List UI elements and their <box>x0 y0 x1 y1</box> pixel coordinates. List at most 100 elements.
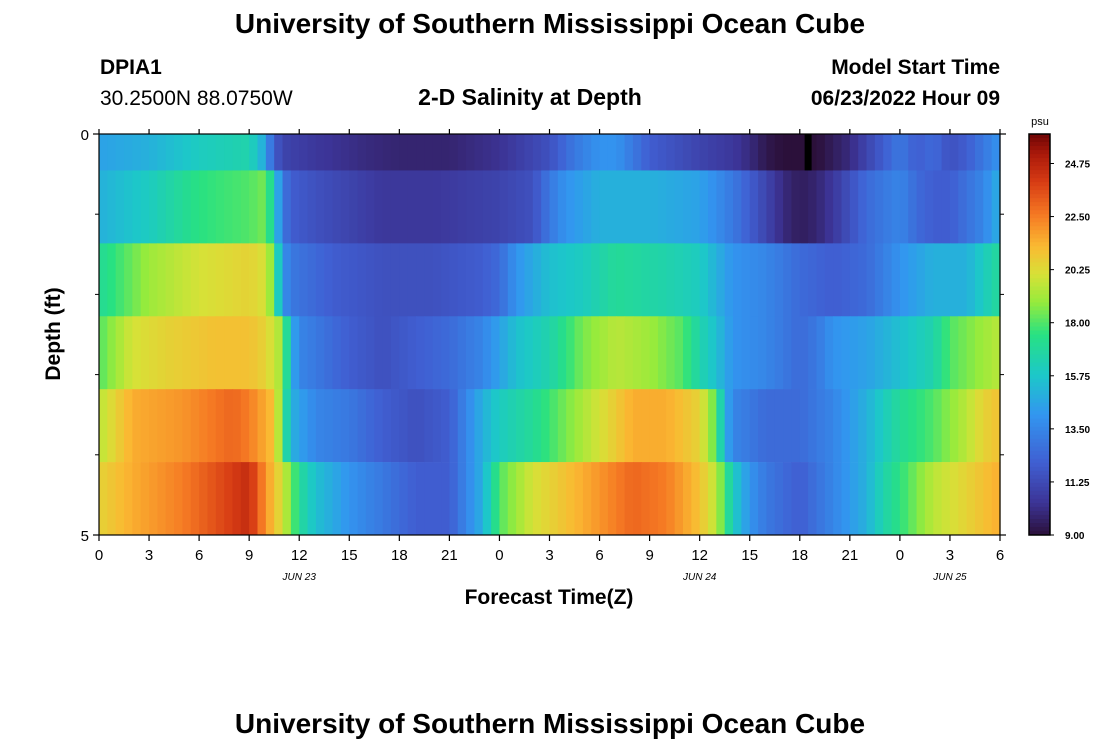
heatmap-cell <box>933 243 943 317</box>
colorbar-segment <box>1029 286 1050 291</box>
colorbar-segment <box>1029 150 1050 155</box>
heatmap-cell <box>499 389 509 463</box>
heatmap-cell <box>949 316 959 390</box>
heatmap-cell <box>616 134 626 171</box>
heatmap-cell <box>532 134 542 171</box>
colorbar-segment <box>1029 370 1050 376</box>
heatmap-cell <box>416 389 425 463</box>
heatmap-cell <box>682 389 692 463</box>
heatmap-cell <box>365 462 375 536</box>
heatmap-cell <box>908 389 918 463</box>
x-tick-label: 3 <box>545 547 553 564</box>
heatmap-cell <box>866 170 876 244</box>
x-tick-label: 12 <box>691 547 708 564</box>
heatmap-cell <box>616 243 626 317</box>
heatmap-cell <box>115 462 125 536</box>
heatmap-cell <box>149 243 158 317</box>
heatmap-cell <box>708 170 717 244</box>
heatmap-cell <box>215 243 225 317</box>
heatmap-cell <box>824 462 834 536</box>
heatmap-cell <box>841 170 851 244</box>
heatmap-cell <box>674 134 684 171</box>
colorbar-segment <box>1029 182 1050 187</box>
heatmap-cell <box>958 389 968 463</box>
heatmap-cell <box>240 462 250 536</box>
heatmap-cell <box>299 243 309 317</box>
heatmap-cell <box>749 316 759 390</box>
heatmap-cell <box>324 170 334 244</box>
heatmap-cell <box>791 462 801 536</box>
heatmap-cell <box>741 134 751 171</box>
heatmap-cell <box>532 462 542 536</box>
heatmap-cell <box>974 243 984 317</box>
heatmap-cell <box>507 316 517 390</box>
heatmap-cell <box>791 243 801 317</box>
heatmap-cell <box>991 134 1001 171</box>
heatmap-cell <box>824 316 834 390</box>
colorbar-segment <box>1029 170 1050 175</box>
colorbar-segment <box>1029 346 1050 352</box>
heatmap-cell <box>507 389 517 463</box>
heatmap-cell <box>441 170 450 244</box>
heatmap-cell <box>891 170 901 244</box>
page-title: University of Southern Mississippi Ocean… <box>234 8 866 39</box>
heatmap-cell <box>974 316 984 390</box>
heatmap-cell <box>466 316 476 390</box>
heatmap-cell <box>407 462 417 536</box>
heatmap-cell <box>849 389 859 463</box>
axes: 0 3 6 9 12 15 18 21 0 3 6 9 12 15 18 21 0 3 6 JUN 23 JUN 24 J… <box>81 127 1006 583</box>
heatmap-cell <box>616 170 626 244</box>
heatmap-cell <box>849 316 859 390</box>
colorbar-tick-label: 22.50 <box>1065 213 1090 224</box>
heatmap-cell <box>466 134 476 171</box>
heatmap-cell <box>124 243 133 317</box>
heatmap-cell <box>524 134 534 171</box>
heatmap-cell <box>824 389 834 463</box>
heatmap-cell <box>649 389 659 463</box>
heatmap-cell <box>733 134 742 171</box>
heatmap-cell <box>482 462 492 536</box>
colorbar-segment <box>1029 318 1050 323</box>
heatmap-cell <box>499 462 509 536</box>
colorbar-segment <box>1029 294 1050 299</box>
heatmap-cell <box>315 134 325 171</box>
heatmap-cell <box>365 170 375 244</box>
heatmap-cell <box>124 389 133 463</box>
heatmap-cell <box>566 462 576 536</box>
station-id: DPIA1 <box>100 56 162 79</box>
heatmap-cell <box>716 389 726 463</box>
heatmap-cell <box>816 316 826 390</box>
heatmap-cell <box>299 170 309 244</box>
heatmap-cell <box>174 243 184 317</box>
heatmap-cell <box>924 462 934 536</box>
colorbar-segment <box>1029 306 1050 311</box>
heatmap-cell <box>799 316 809 390</box>
heatmap-cell <box>774 316 784 390</box>
heatmap-cell <box>666 170 676 244</box>
heatmap-cell <box>374 316 384 390</box>
colorbar-segment <box>1029 510 1050 516</box>
heatmap-cell <box>574 462 584 536</box>
heatmap-cell <box>432 462 442 536</box>
heatmap-cell <box>774 134 784 171</box>
heatmap-cell <box>899 462 909 536</box>
heatmap-cell <box>416 243 425 317</box>
heatmap-cell <box>482 389 492 463</box>
heatmap-cell <box>499 316 509 390</box>
heatmap-cell <box>824 243 834 317</box>
heatmap-cell <box>257 316 267 390</box>
heatmap-cell <box>182 316 192 390</box>
heatmap-cell <box>541 243 551 317</box>
heatmap-cell <box>816 170 826 244</box>
heatmap-cell <box>666 243 676 317</box>
heatmap-cell <box>824 134 834 171</box>
colorbar-segment <box>1029 442 1050 448</box>
heatmap-cell <box>666 389 676 463</box>
heatmap-layer-5 <box>99 462 1001 536</box>
heatmap-cell <box>357 134 367 171</box>
heatmap-cell <box>983 170 993 244</box>
heatmap-cell <box>607 316 617 390</box>
colorbar-segment <box>1029 426 1050 432</box>
heatmap-cell <box>716 462 726 536</box>
heatmap-cell <box>290 243 300 317</box>
